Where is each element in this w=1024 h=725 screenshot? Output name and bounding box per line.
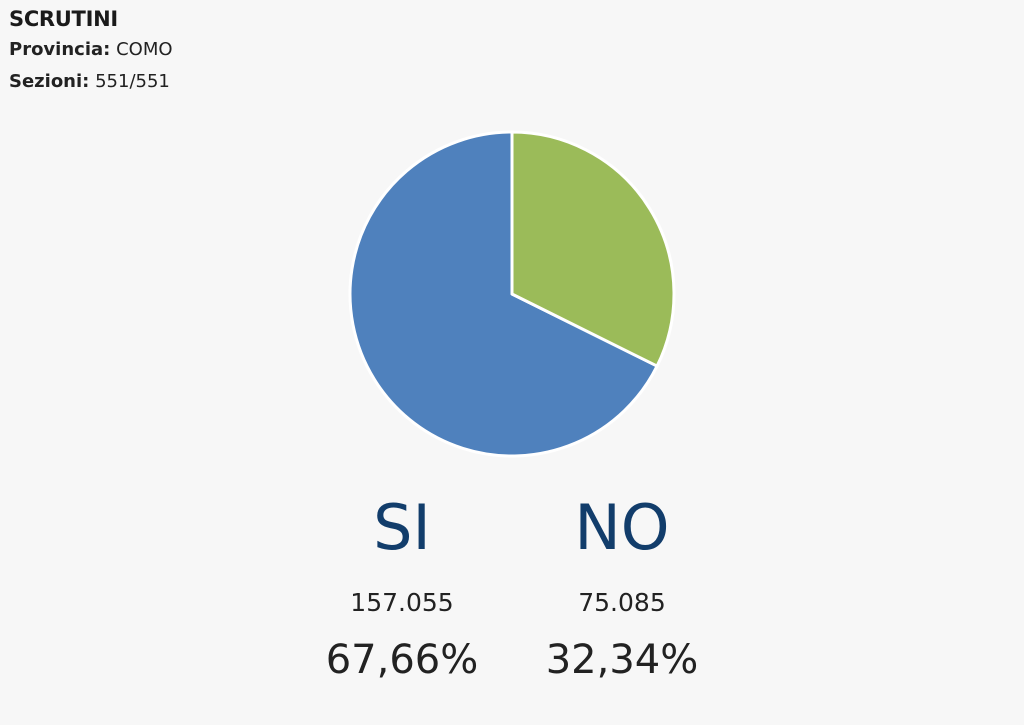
provincia-label: Provincia: — [9, 39, 111, 60]
sezioni-value: 551/551 — [95, 71, 170, 92]
no-votes: 75.085 — [578, 588, 666, 617]
pie-slice-no — [510, 130, 676, 368]
sezioni-label: Sezioni: — [9, 71, 90, 92]
no-percent: 32,34% — [545, 637, 699, 683]
no-label: NO — [574, 491, 670, 564]
provincia-row: Provincia: COMO — [9, 34, 173, 66]
si-label: SI — [373, 491, 431, 564]
header: SCRUTINI Provincia: COMO Sezioni: 551/55… — [9, 4, 173, 98]
page-title: SCRUTINI — [9, 7, 118, 31]
sezioni-row: Sezioni: 551/551 — [9, 66, 173, 98]
si-percent: 67,66% — [325, 637, 479, 683]
pie-slice-si — [348, 130, 659, 458]
provincia-value: COMO — [116, 39, 173, 60]
si-votes: 157.055 — [350, 588, 454, 617]
